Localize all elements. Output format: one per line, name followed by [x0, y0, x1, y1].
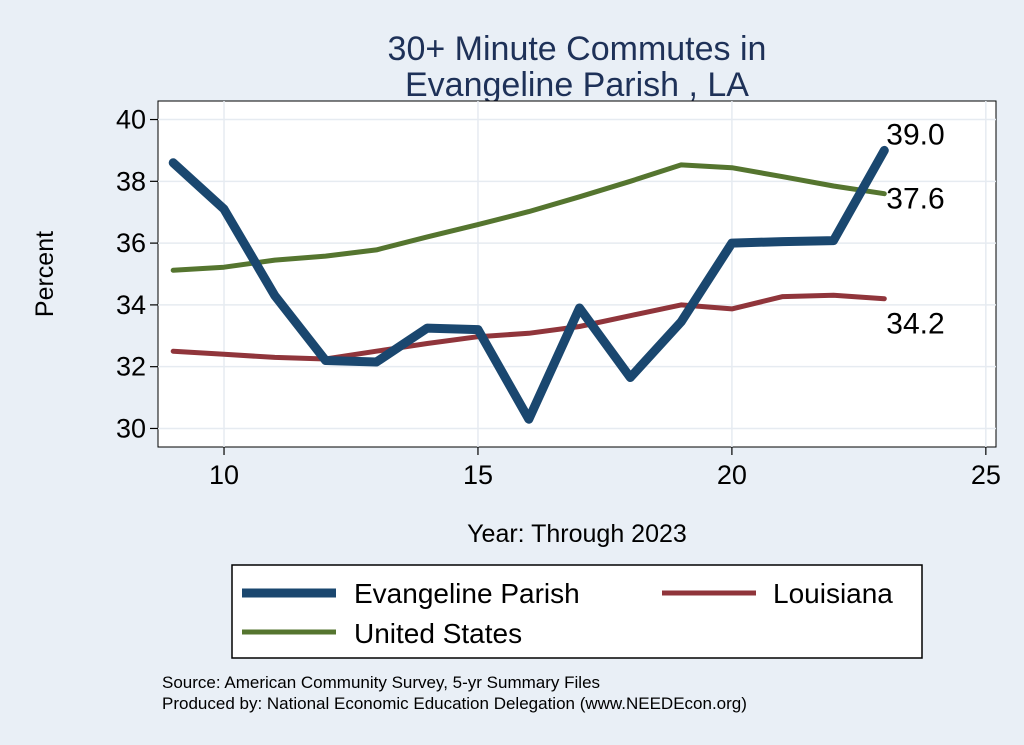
y-tick-label-40: 40: [116, 105, 146, 135]
end-label-united-states: 37.6: [886, 183, 944, 216]
series: [168, 145, 889, 424]
plot-area: [157, 100, 997, 448]
source-line: Source: American Community Survey, 5-yr …: [162, 673, 600, 692]
legend: Evangeline Parish Louisiana United State…: [231, 564, 923, 659]
legend-label-louisiana: Louisiana: [773, 578, 893, 609]
series-line-united-states: [170, 162, 887, 273]
y-tick-label-30: 30: [116, 413, 146, 443]
chart-title-line-2: Evangeline Parish , LA: [405, 66, 749, 104]
y-tick-label-34: 34: [116, 290, 146, 320]
legend-box: [231, 564, 923, 659]
y-tick-label-38: 38: [116, 166, 146, 196]
legend-label-evangeline-parish: Evangeline Parish: [354, 578, 580, 609]
x-tick-label-25: 25: [971, 460, 1001, 490]
x-tick-label-20: 20: [717, 460, 747, 490]
series-line-louisiana: [170, 292, 887, 362]
x-tick-label-10: 10: [209, 460, 239, 490]
end-labels: 39.0 34.2 37.6: [886, 118, 944, 340]
end-label-evangeline-parish: 39.0: [886, 118, 944, 151]
x-axis-title: Year: Through 2023: [467, 520, 687, 548]
producer-line: Produced by: National Economic Education…: [162, 694, 747, 713]
y-tick-label-36: 36: [116, 228, 146, 258]
y-axis-title: Percent: [31, 231, 59, 317]
chart-title-line-1: 30+ Minute Commutes in: [388, 30, 767, 68]
axes: 30 32 34 36 38 40 10 15 20 25: [116, 105, 1001, 490]
legend-label-united-states: United States: [354, 618, 522, 649]
y-tick-label-32: 32: [116, 352, 146, 382]
series-line-evangeline-parish: [168, 145, 889, 424]
end-label-louisiana: 34.2: [886, 308, 944, 341]
x-tick-label-15: 15: [463, 460, 493, 490]
